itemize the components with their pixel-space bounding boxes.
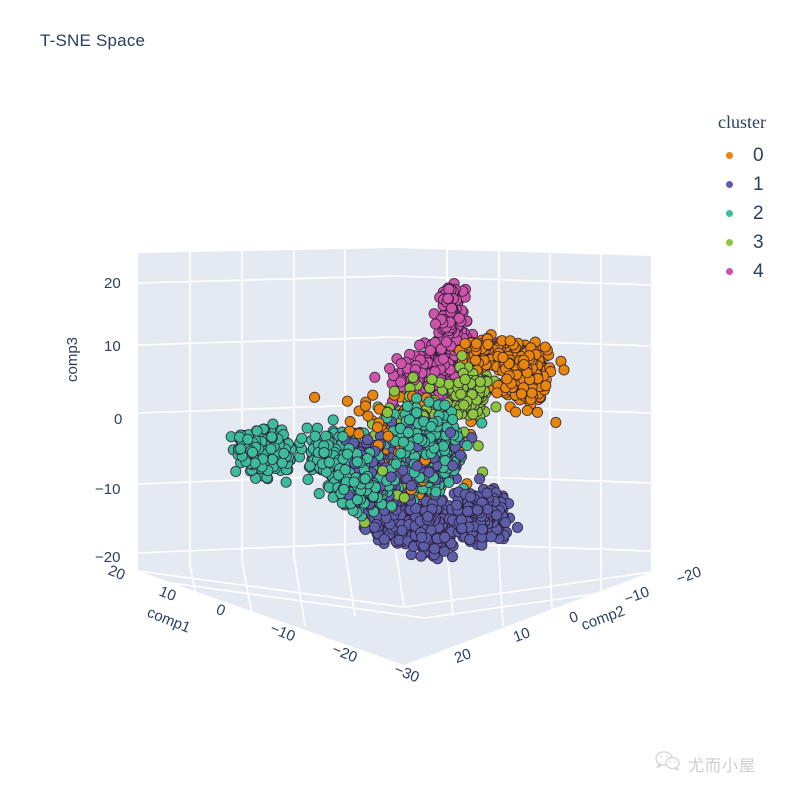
watermark-text: 尤而小屋 <box>688 755 757 775</box>
legend-item-label: 2 <box>753 203 764 224</box>
page-title: T-SNE Space <box>40 31 146 50</box>
tick-comp3-1: 10 <box>104 338 121 355</box>
legend-item-label: 4 <box>753 261 764 282</box>
legend-swatch-icon <box>726 239 733 246</box>
tick-comp3-4: −20 <box>95 549 121 566</box>
legend-item-label: 3 <box>753 232 764 253</box>
legend-swatch-icon <box>726 152 733 159</box>
legend[interactable]: cluster 0 1 2 3 4 <box>700 112 796 286</box>
legend-title: cluster <box>718 112 766 132</box>
legend-item-0[interactable]: 0 <box>700 141 796 170</box>
legend-item-2[interactable]: 2 <box>700 199 796 228</box>
legend-item-label: 0 <box>753 145 764 166</box>
legend-swatch-icon <box>726 268 733 275</box>
data-points <box>225 278 570 565</box>
tick-comp3-3: −10 <box>95 481 121 498</box>
legend-swatch-icon <box>726 210 733 217</box>
tick-comp3-2: 0 <box>114 411 123 428</box>
tick-comp3-0: 20 <box>104 275 121 292</box>
legend-item-label: 1 <box>753 174 764 195</box>
legend-item-4[interactable]: 4 <box>700 257 796 286</box>
legend-swatch-icon <box>726 181 733 188</box>
axis-title-comp3: comp3 <box>64 336 81 382</box>
legend-item-1[interactable]: 1 <box>700 170 796 199</box>
wechat-icon <box>655 750 681 777</box>
watermark: 尤而小屋 <box>655 750 756 777</box>
legend-items[interactable]: 0 1 2 3 4 <box>700 141 796 286</box>
legend-item-3[interactable]: 3 <box>700 228 796 257</box>
